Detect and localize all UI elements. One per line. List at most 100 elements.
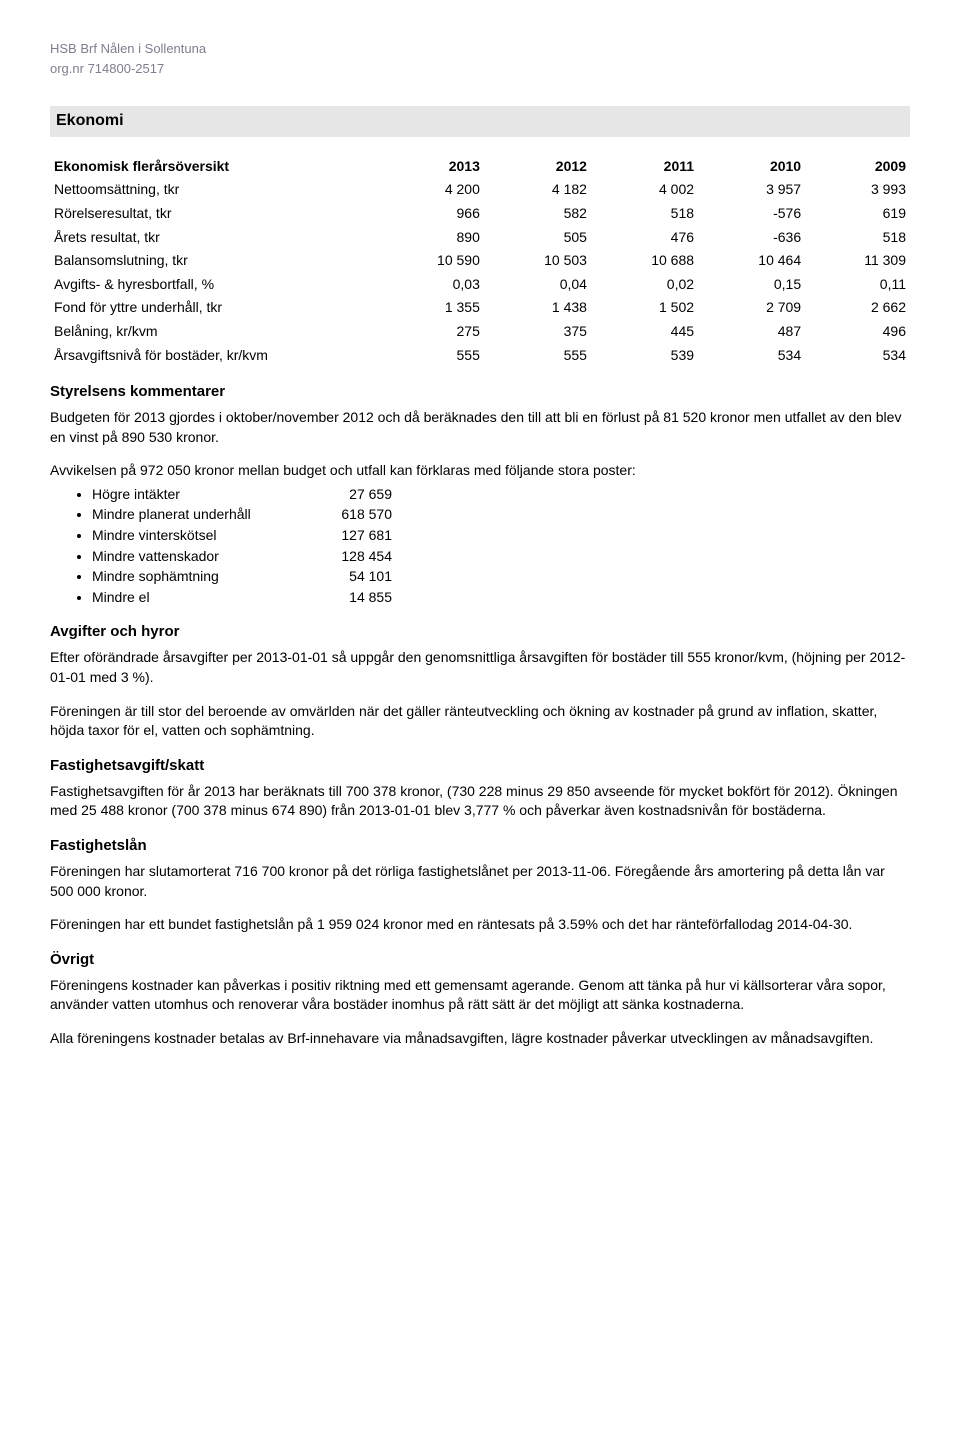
- list-item: Mindre planerat underhåll618 570: [92, 505, 910, 525]
- org-number: org.nr 714800-2517: [50, 60, 910, 78]
- list-item: Mindre sophämtning54 101: [92, 567, 910, 587]
- year-col: 2010: [698, 155, 805, 179]
- ovrigt-heading: Övrigt: [50, 949, 910, 970]
- table-row: Avgifts- & hyresbortfall, %0,030,040,020…: [50, 273, 910, 297]
- avgifter-p2: Föreningen är till stor del beroende av …: [50, 702, 910, 741]
- table-row: Nettoomsättning, tkr4 2004 1824 0023 957…: [50, 178, 910, 202]
- row-value: 2 662: [805, 296, 910, 320]
- row-value: 445: [591, 320, 698, 344]
- row-value: 10 688: [591, 249, 698, 273]
- row-label: Rörelseresultat, tkr: [50, 202, 377, 226]
- table-row: Rörelseresultat, tkr966582518-576619: [50, 202, 910, 226]
- fleraarsoversikt-table: Ekonomisk flerårsöversikt 2013 2012 2011…: [50, 155, 910, 367]
- row-value: 10 590: [377, 249, 484, 273]
- list-item-label: Högre intäkter: [92, 485, 322, 505]
- list-item-value: 14 855: [322, 588, 392, 608]
- row-value: 275: [377, 320, 484, 344]
- row-value: 534: [805, 344, 910, 368]
- row-value: 555: [484, 344, 591, 368]
- org-name: HSB Brf Nålen i Sollentuna: [50, 40, 910, 58]
- row-value: 3 993: [805, 178, 910, 202]
- row-label: Fond för yttre underhåll, tkr: [50, 296, 377, 320]
- list-item-label: Mindre vattenskador: [92, 547, 322, 567]
- row-value: 10 503: [484, 249, 591, 273]
- row-label: Nettoomsättning, tkr: [50, 178, 377, 202]
- lan-heading: Fastighetslån: [50, 835, 910, 856]
- year-col: 2012: [484, 155, 591, 179]
- kommentarer-heading: Styrelsens kommentarer: [50, 381, 910, 402]
- lan-p2: Föreningen har ett bundet fastighetslån …: [50, 915, 910, 935]
- year-col: 2011: [591, 155, 698, 179]
- row-value: 375: [484, 320, 591, 344]
- list-item: Mindre vattenskador128 454: [92, 547, 910, 567]
- row-value: 2 709: [698, 296, 805, 320]
- list-item-label: Mindre el: [92, 588, 322, 608]
- row-value: 10 464: [698, 249, 805, 273]
- table-row: Årsavgiftsnivå för bostäder, kr/kvm55555…: [50, 344, 910, 368]
- row-value: 518: [591, 202, 698, 226]
- table-row: Belåning, kr/kvm275375445487496: [50, 320, 910, 344]
- row-label: Avgifts- & hyresbortfall, %: [50, 273, 377, 297]
- table-title-cell: Ekonomisk flerårsöversikt: [50, 155, 377, 179]
- avgifter-p1: Efter oförändrade årsavgifter per 2013-0…: [50, 648, 910, 687]
- row-label: Årsavgiftsnivå för bostäder, kr/kvm: [50, 344, 377, 368]
- row-value: -636: [698, 226, 805, 250]
- lan-p1: Föreningen har slutamorterat 716 700 kro…: [50, 862, 910, 901]
- row-value: 0,03: [377, 273, 484, 297]
- row-value: 1 355: [377, 296, 484, 320]
- row-value: 4 200: [377, 178, 484, 202]
- row-value: 505: [484, 226, 591, 250]
- section-ekonomi-title: Ekonomi: [50, 106, 910, 136]
- row-value: 966: [377, 202, 484, 226]
- row-value: 11 309: [805, 249, 910, 273]
- ovrigt-p2: Alla föreningens kostnader betalas av Br…: [50, 1029, 910, 1049]
- table-header-row: Ekonomisk flerårsöversikt 2013 2012 2011…: [50, 155, 910, 179]
- list-item-value: 54 101: [322, 567, 392, 587]
- row-value: 555: [377, 344, 484, 368]
- kommentarer-p1: Budgeten för 2013 gjordes i oktober/nove…: [50, 408, 910, 447]
- list-item-value: 127 681: [322, 526, 392, 546]
- row-label: Balansomslutning, tkr: [50, 249, 377, 273]
- list-item-label: Mindre planerat underhåll: [92, 505, 322, 525]
- row-value: 619: [805, 202, 910, 226]
- row-value: 1 502: [591, 296, 698, 320]
- row-value: 0,02: [591, 273, 698, 297]
- row-value: 890: [377, 226, 484, 250]
- avgifter-heading: Avgifter och hyror: [50, 621, 910, 642]
- list-item-value: 618 570: [322, 505, 392, 525]
- year-col: 2009: [805, 155, 910, 179]
- row-value: 539: [591, 344, 698, 368]
- row-value: 496: [805, 320, 910, 344]
- table-row: Balansomslutning, tkr10 59010 50310 6881…: [50, 249, 910, 273]
- row-value: 1 438: [484, 296, 591, 320]
- table-row: Årets resultat, tkr890505476-636518: [50, 226, 910, 250]
- list-item-value: 128 454: [322, 547, 392, 567]
- row-value: 534: [698, 344, 805, 368]
- row-value: 582: [484, 202, 591, 226]
- year-col: 2013: [377, 155, 484, 179]
- row-value: 0,04: [484, 273, 591, 297]
- list-item-label: Mindre sophämtning: [92, 567, 322, 587]
- list-item: Mindre vinterskötsel127 681: [92, 526, 910, 546]
- row-value: 0,15: [698, 273, 805, 297]
- list-item: Mindre el14 855: [92, 588, 910, 608]
- row-label: Belåning, kr/kvm: [50, 320, 377, 344]
- list-item-label: Mindre vinterskötsel: [92, 526, 322, 546]
- ovrigt-p1: Föreningens kostnader kan påverkas i pos…: [50, 976, 910, 1015]
- skatt-heading: Fastighetsavgift/skatt: [50, 755, 910, 776]
- kommentarer-p2: Avvikelsen på 972 050 kronor mellan budg…: [50, 461, 910, 481]
- skatt-p1: Fastighetsavgiften för år 2013 har beräk…: [50, 782, 910, 821]
- list-item: Högre intäkter27 659: [92, 485, 910, 505]
- row-value: 4 182: [484, 178, 591, 202]
- row-value: -576: [698, 202, 805, 226]
- row-label: Årets resultat, tkr: [50, 226, 377, 250]
- row-value: 0,11: [805, 273, 910, 297]
- row-value: 476: [591, 226, 698, 250]
- row-value: 518: [805, 226, 910, 250]
- row-value: 4 002: [591, 178, 698, 202]
- row-value: 3 957: [698, 178, 805, 202]
- table-row: Fond för yttre underhåll, tkr1 3551 4381…: [50, 296, 910, 320]
- kommentarer-list: Högre intäkter27 659Mindre planerat unde…: [50, 485, 910, 608]
- row-value: 487: [698, 320, 805, 344]
- list-item-value: 27 659: [322, 485, 392, 505]
